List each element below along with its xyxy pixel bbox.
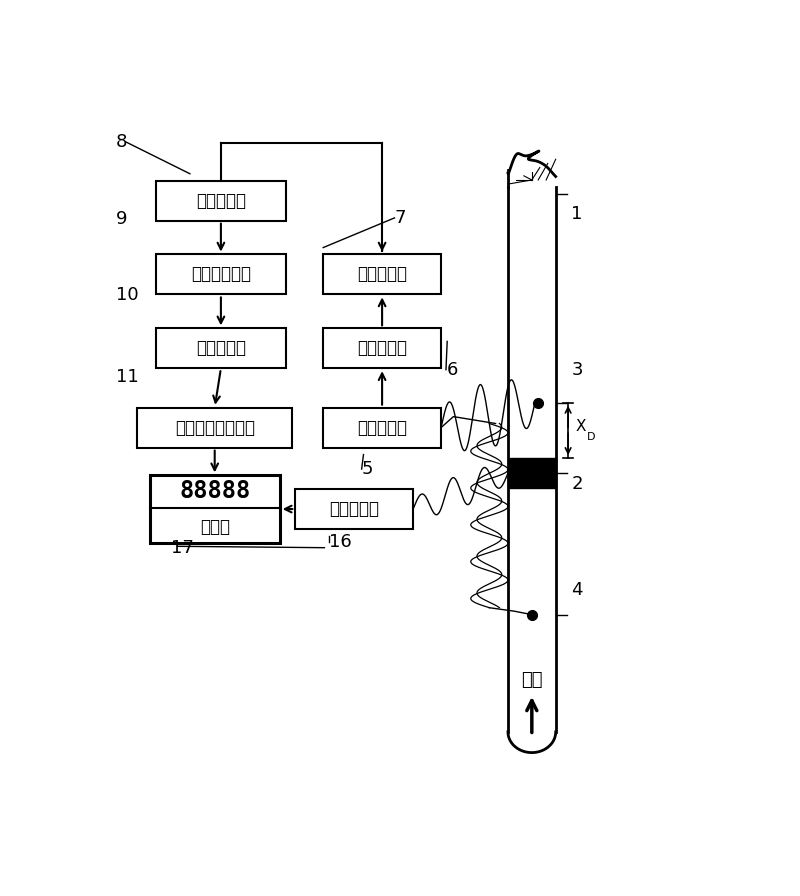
Text: 16: 16: [330, 533, 352, 551]
Text: 88888: 88888: [179, 478, 250, 503]
Bar: [323, 328, 441, 368]
Text: 前置放大器: 前置放大器: [357, 418, 407, 436]
Text: 5: 5: [362, 460, 373, 478]
Text: 增益放大器: 增益放大器: [357, 340, 407, 358]
Text: D: D: [586, 432, 595, 443]
Bar: [156, 254, 286, 295]
Text: 加热控制器: 加热控制器: [330, 500, 379, 518]
Text: 11: 11: [115, 367, 138, 385]
Text: 3: 3: [571, 361, 582, 379]
Text: 9: 9: [115, 211, 127, 228]
Text: 17: 17: [171, 538, 194, 556]
Text: 8: 8: [115, 133, 127, 151]
Bar: [138, 408, 292, 448]
Text: 4: 4: [571, 582, 582, 599]
Text: 低通滤波器: 低通滤波器: [357, 265, 407, 283]
Text: 半波整流器: 半波整流器: [196, 192, 246, 210]
Text: 茎流: 茎流: [521, 671, 542, 689]
Text: 门限检测器: 门限检测器: [196, 340, 246, 358]
Bar: [295, 489, 413, 529]
Text: 6: 6: [447, 361, 458, 379]
Bar: [156, 181, 286, 220]
Bar: [323, 254, 441, 295]
Text: 1: 1: [571, 205, 582, 223]
Text: 变指数放大器: 变指数放大器: [191, 265, 251, 283]
Text: 2: 2: [571, 475, 582, 493]
Bar: [150, 475, 280, 543]
Bar: [323, 408, 441, 448]
Text: 微分和过零检测器: 微分和过零检测器: [174, 418, 254, 436]
Text: X: X: [575, 419, 586, 435]
Text: 7: 7: [394, 209, 406, 227]
Bar: [156, 328, 286, 368]
Text: 10: 10: [115, 286, 138, 304]
Text: 计时器: 计时器: [200, 518, 230, 536]
